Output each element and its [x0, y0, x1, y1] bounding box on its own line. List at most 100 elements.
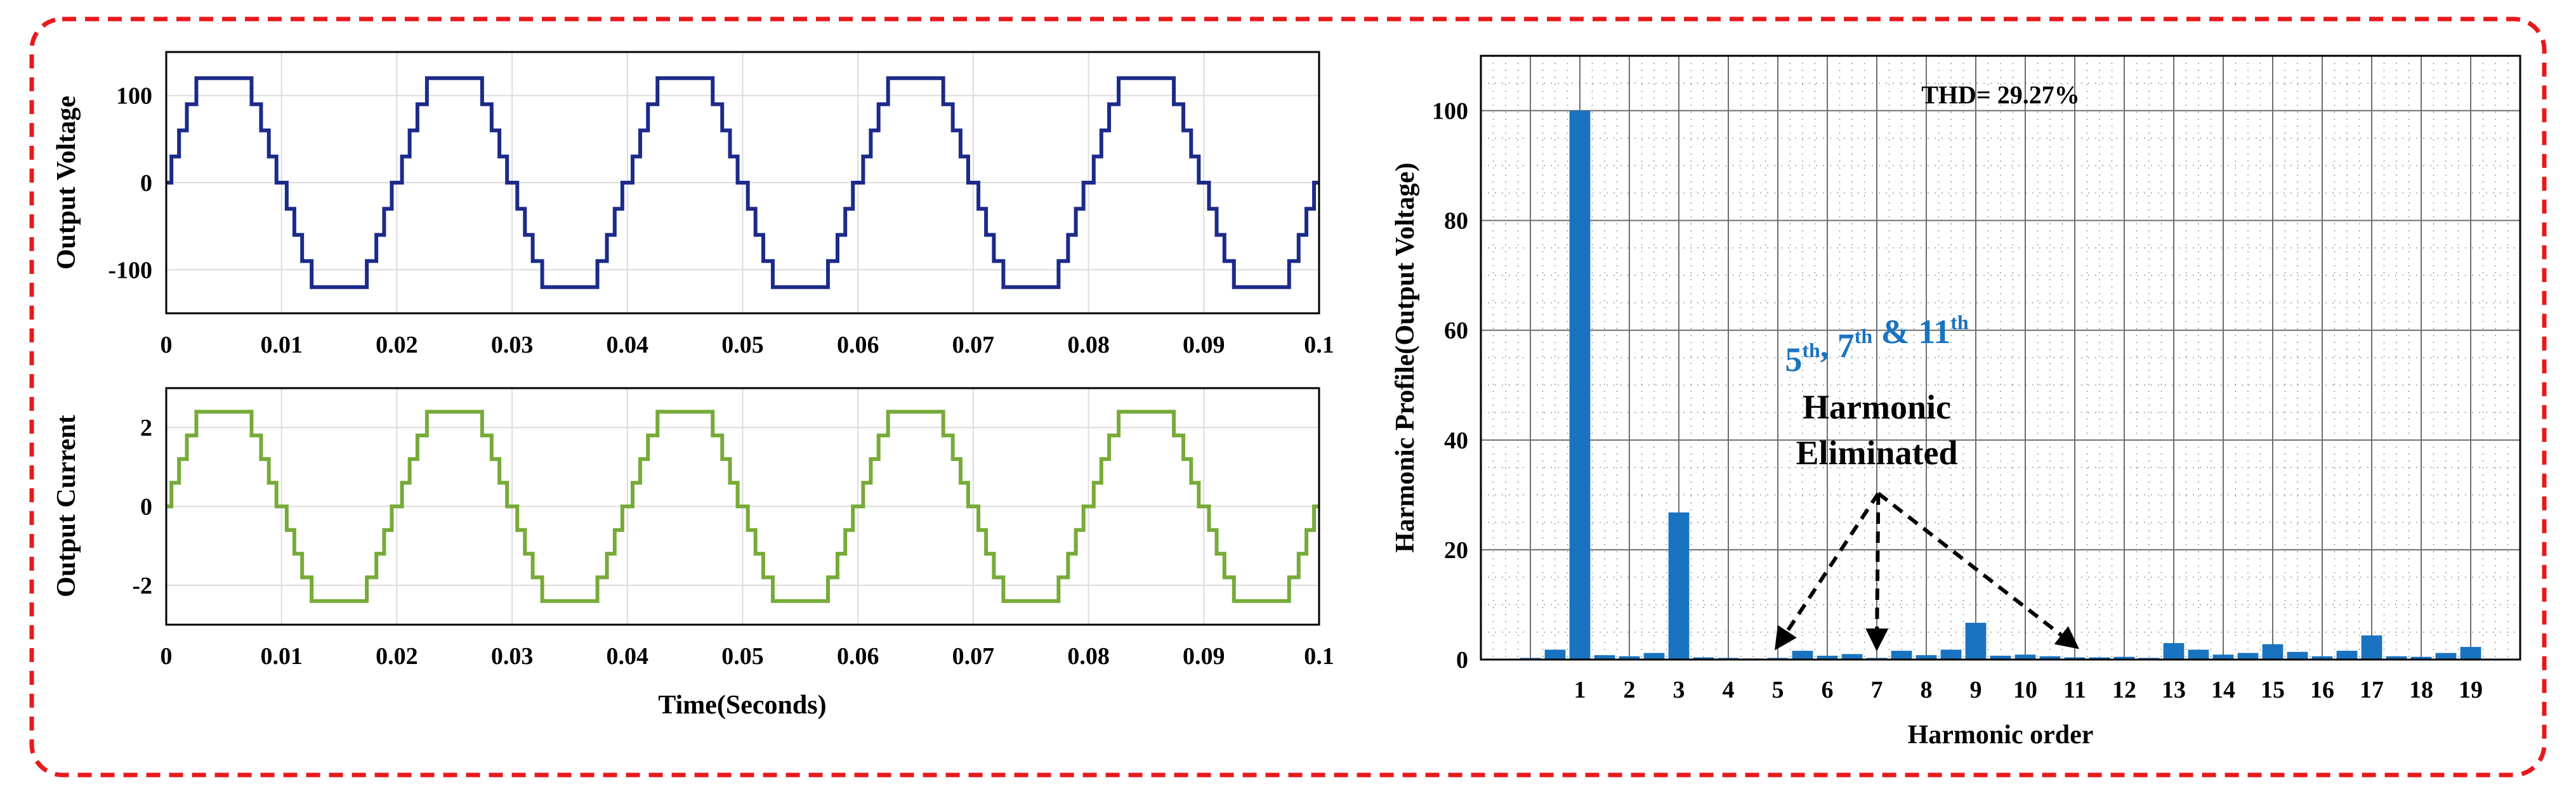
annotation-superscript: th	[1950, 311, 1969, 334]
x-tick-label: 8	[1921, 677, 1933, 703]
x-tick-label: 0.08	[1067, 332, 1110, 358]
thd-label: THD= 29.27%	[1921, 81, 2079, 109]
y-tick-label: -2	[132, 573, 152, 599]
x-tick-label: 0.03	[491, 332, 534, 358]
harmonic-bar	[2064, 657, 2086, 660]
x-tick-label: 7	[1871, 677, 1883, 703]
current-x-tick-labels: 0 0.01 0.02 0.03 0.04 0.05 0.06 0.07 0.08 0.09 0.1	[161, 643, 1334, 670]
x-tick-label: 0.05	[721, 643, 764, 670]
harmonic-bar	[2188, 649, 2209, 660]
voltage-waveform-line	[166, 76, 1319, 289]
x-tick-label: 0.01	[260, 643, 303, 670]
harmonic-bar	[1841, 654, 1863, 660]
harmonic-bar	[2237, 653, 2259, 660]
y-tick-label: 100	[116, 83, 152, 110]
harmonic-bar	[2435, 653, 2457, 660]
harmonic-bar	[1792, 651, 1813, 660]
harmonic-bar	[1916, 655, 1937, 660]
waveform-path	[166, 76, 1319, 289]
harmonic-bar	[1965, 623, 1987, 660]
harmonic-bar	[1693, 657, 1714, 660]
x-tick-label: 17	[2360, 677, 2384, 703]
harmonic-bar	[2287, 651, 2308, 660]
x-tick-label: 3	[1673, 677, 1685, 703]
voltage-plot-panel: 0 0.01 0.02 0.03 0.04 0.05 0.06 0.07 0.08 0.09 0.1…	[52, 51, 1334, 358]
current-waveform-line	[166, 410, 1319, 603]
x-tick-label: 0.04	[607, 332, 649, 358]
x-tick-label: 13	[2162, 677, 2186, 703]
y-tick-label: 0	[140, 170, 152, 197]
y-tick-label: 0	[140, 494, 152, 521]
harmonic-bar	[2311, 656, 2333, 660]
x-tick-label: 0.07	[952, 332, 995, 358]
harmonic-bar	[2113, 656, 2135, 660]
x-tick-label: 11	[2063, 677, 2086, 703]
x-tick-label: 1	[1574, 677, 1586, 703]
harmonic-bar	[2336, 651, 2358, 660]
annotation-line-3: Eliminated	[1796, 434, 1957, 472]
current-y-axis-label: Output Current	[52, 415, 81, 597]
harmonic-y-tick-labels: 0 20 40 60 80 100	[1432, 98, 1468, 674]
harmonic-bar	[1594, 655, 1615, 660]
x-tick-label: 0.06	[837, 332, 879, 358]
x-tick-label: 0.04	[607, 643, 649, 670]
harmonic-bar	[2262, 644, 2284, 660]
x-tick-label: 0.09	[1183, 643, 1225, 670]
harmonic-bars	[1520, 110, 2481, 660]
y-tick-label: 60	[1444, 318, 1468, 344]
x-tick-label: 10	[2013, 677, 2037, 703]
voltage-y-tick-labels: 100 0 -100	[108, 83, 152, 284]
harmonic-bar	[1990, 655, 2011, 660]
annotation-arrow	[1775, 492, 1880, 651]
y-tick-label: -100	[108, 257, 152, 283]
harmonic-bar	[2163, 643, 2185, 660]
harmonic-bar	[2460, 647, 2481, 660]
harmonic-bar	[1619, 656, 1640, 660]
x-tick-label: 15	[2261, 677, 2285, 703]
y-tick-label: 0	[1456, 647, 1468, 674]
harmonic-bar	[1940, 649, 1962, 660]
x-tick-label: 16	[2310, 677, 2334, 703]
harmonic-bar	[2039, 656, 2061, 660]
harmonic-bar	[1544, 649, 1566, 660]
x-tick-label: 0.02	[376, 643, 418, 670]
annotation-line-2: Harmonic	[1803, 388, 1951, 426]
annotation-arrow	[1865, 493, 1889, 651]
y-tick-label: 80	[1444, 208, 1468, 235]
annotation-number: & 11	[1872, 313, 1950, 351]
harmonic-x-tick-labels: 1 2 3 4 5 6 7 8 9 10 11 12 13 14 15 16 17 18 19	[1574, 677, 2483, 703]
harmonic-y-axis-label: Harmonic Profile(Output Voltage)	[1391, 162, 1420, 552]
harmonic-bar	[2089, 657, 2110, 660]
x-tick-label: 14	[2211, 677, 2235, 703]
x-tick-label: 0.09	[1183, 332, 1225, 358]
x-tick-label: 2	[1624, 677, 1636, 703]
x-tick-label: 0.01	[260, 332, 303, 358]
current-plot-frame	[165, 387, 1320, 626]
x-tick-label: 0.08	[1067, 643, 1110, 670]
harmonic-plot-background	[1481, 56, 2520, 660]
x-tick-label: 0.07	[952, 643, 995, 670]
harmonic-x-axis-label: Harmonic order	[1908, 720, 2094, 750]
harmonic-spectrum-panel: 1 2 3 4 5 6 7 8 9 10 11 12 13 14 15 16 17 18 19 0204060801…	[1391, 55, 2521, 750]
voltage-y-axis-label: Output Voltage	[52, 96, 81, 270]
harmonic-bar	[2361, 635, 2382, 660]
x-tick-label: 0	[161, 332, 173, 358]
x-tick-label: 6	[1822, 677, 1834, 703]
x-tick-label: 5	[1772, 677, 1784, 703]
y-tick-label: 20	[1444, 537, 1468, 564]
annotation-arrows	[1775, 491, 2080, 651]
harmonic-bar	[2386, 656, 2407, 660]
x-tick-label: 0.02	[376, 332, 418, 358]
harmonic-bar	[1817, 655, 1838, 660]
current-plot-panel: 0 0.01 0.02 0.03 0.04 0.05 0.06 0.07 0.08 0.09 0.1…	[52, 387, 1334, 720]
x-tick-label: 0.06	[837, 643, 879, 670]
x-tick-label: 0.1	[1304, 643, 1334, 670]
harmonic-bar	[1569, 110, 1591, 660]
x-tick-label: 18	[2409, 677, 2433, 703]
harmonic-bar	[2212, 654, 2234, 660]
voltage-plot-frame	[165, 51, 1320, 315]
harmonic-plot-frame	[1480, 55, 2521, 661]
x-tick-label: 0.1	[1304, 332, 1334, 358]
